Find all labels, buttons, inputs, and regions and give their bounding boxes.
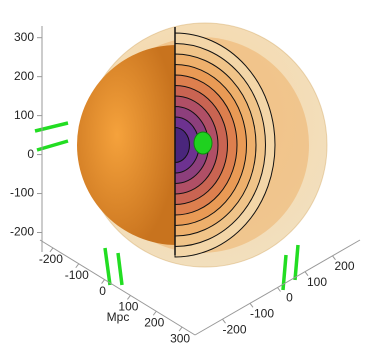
- marker-line: [103, 247, 112, 286]
- tick-mark: [101, 279, 105, 284]
- cut-face-ring: [174, 126, 190, 164]
- inner-half: [77, 45, 177, 245]
- tick-mark: [152, 310, 157, 316]
- marker-line: [34, 121, 69, 133]
- core-blob: [193, 131, 213, 155]
- tick-mark: [178, 326, 183, 332]
- tick-mark: [127, 295, 131, 300]
- tick-label: 100: [307, 275, 327, 289]
- tick-label: 200: [14, 69, 34, 83]
- tick-label: 300: [14, 30, 34, 44]
- tick-mark: [277, 287, 281, 292]
- tick-label: 200: [144, 315, 164, 329]
- sphere-render: [34, 22, 328, 291]
- axis-label: Mpc: [107, 310, 130, 324]
- marker-line: [116, 252, 124, 286]
- tick-label: 300: [170, 331, 190, 345]
- tick-label: -200: [39, 252, 63, 266]
- tick-mark: [75, 263, 80, 269]
- tick-mark: [332, 255, 336, 261]
- tick-label: 100: [118, 300, 138, 314]
- tick-label: -200: [222, 322, 246, 336]
- tick-label: -100: [65, 268, 89, 282]
- marker-line: [293, 244, 300, 281]
- tick-label: 0: [286, 291, 293, 305]
- axis-line: [39, 239, 196, 336]
- tick-mark: [304, 271, 309, 276]
- tick-label: 100: [14, 108, 34, 122]
- tick-label: -200: [10, 225, 34, 239]
- tick-mark: [249, 303, 254, 308]
- tick-label: -100: [10, 186, 34, 200]
- tick-label: 200: [334, 259, 354, 273]
- tick-mark: [222, 318, 226, 324]
- tick-mark: [49, 247, 54, 253]
- marker-line: [281, 254, 288, 291]
- tick-label: 0: [99, 284, 106, 298]
- tick-label: -100: [250, 307, 274, 321]
- tick-label: 0: [27, 147, 34, 161]
